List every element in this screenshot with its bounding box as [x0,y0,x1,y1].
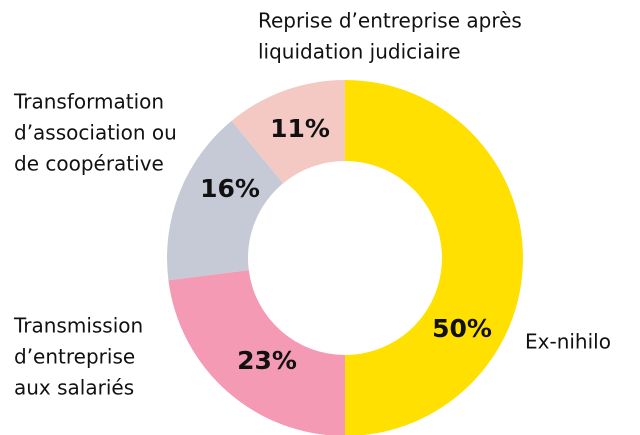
category-label: d’association ou [14,121,177,145]
category-label: aux salariés [14,376,134,400]
value-label: 50% [432,314,492,343]
category-label: liquidation judiciaire [258,40,461,64]
value-label: 16% [200,174,260,203]
value-label: 11% [270,114,330,143]
category-label: de coopérative [14,152,164,176]
value-label: 23% [237,346,297,375]
donut-slice [345,80,523,435]
donut-slice [167,120,284,281]
category-label: Reprise d’entreprise après [258,9,522,33]
donut-slice [168,270,345,435]
category-label: Transformation [13,90,164,114]
category-label: Transmission [13,314,143,338]
donut-slice [231,80,345,184]
category-label: d’entreprise [14,345,135,369]
category-label: Ex-nihilo [525,330,611,354]
